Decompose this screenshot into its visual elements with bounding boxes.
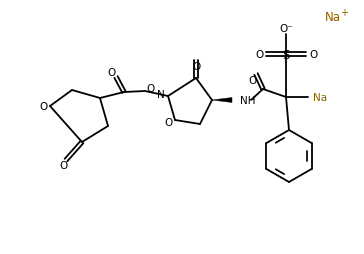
Text: N: N [157,90,165,100]
Text: O: O [164,118,172,128]
Polygon shape [212,98,232,103]
Text: O: O [59,160,67,170]
Text: O: O [146,84,154,94]
Text: O: O [255,50,263,60]
Text: S: S [282,48,290,61]
Text: O: O [248,76,256,86]
Text: O: O [309,50,317,60]
Text: Na: Na [325,10,341,23]
Text: Na: Na [313,93,327,103]
Text: O: O [107,68,115,78]
Text: O: O [39,102,47,112]
Text: NH: NH [240,96,256,106]
Text: O: O [192,62,200,72]
Text: O⁻: O⁻ [279,24,293,34]
Text: +: + [340,8,348,18]
